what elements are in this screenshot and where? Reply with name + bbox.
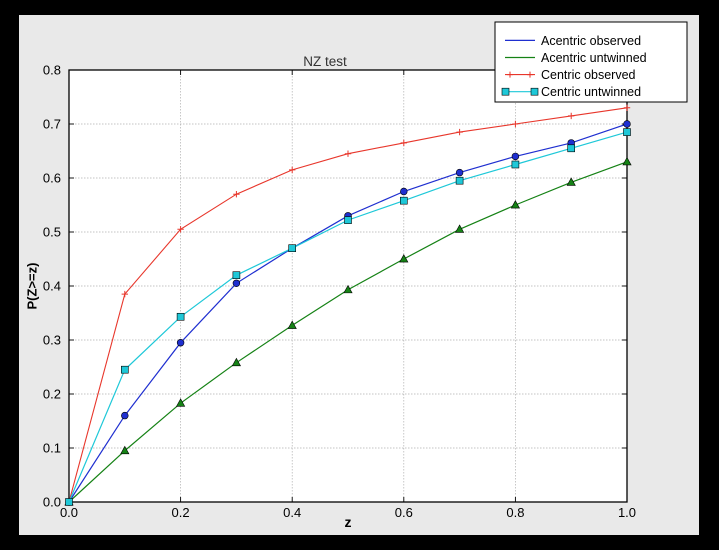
svg-text:0.5: 0.5: [43, 225, 61, 240]
svg-text:Acentric untwinned: Acentric untwinned: [541, 51, 647, 65]
svg-text:0.4: 0.4: [283, 505, 301, 520]
svg-text:0.2: 0.2: [172, 505, 190, 520]
svg-text:0.3: 0.3: [43, 333, 61, 348]
svg-text:0.7: 0.7: [43, 117, 61, 132]
svg-text:0.4: 0.4: [43, 279, 61, 294]
svg-text:0.6: 0.6: [43, 171, 61, 186]
svg-text:0.0: 0.0: [43, 495, 61, 510]
svg-text:z: z: [345, 514, 352, 530]
svg-text:NZ test: NZ test: [303, 54, 347, 69]
svg-text:Centric observed: Centric observed: [541, 68, 636, 82]
svg-text:0.8: 0.8: [506, 505, 524, 520]
svg-text:0.8: 0.8: [43, 63, 61, 78]
svg-text:Acentric observed: Acentric observed: [541, 34, 641, 48]
svg-text:0.0: 0.0: [60, 505, 78, 520]
svg-text:P(Z>=z): P(Z>=z): [25, 263, 40, 310]
svg-text:0.2: 0.2: [43, 387, 61, 402]
svg-text:0.6: 0.6: [395, 505, 413, 520]
svg-text:0.1: 0.1: [43, 441, 61, 456]
svg-text:1.0: 1.0: [618, 505, 636, 520]
svg-text:Centric untwinned: Centric untwinned: [541, 85, 641, 99]
